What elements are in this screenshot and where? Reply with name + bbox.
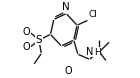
Text: N: N — [86, 47, 93, 57]
Text: S: S — [36, 35, 42, 45]
Text: N: N — [62, 2, 70, 12]
Text: Cl: Cl — [89, 10, 98, 19]
Text: O: O — [23, 27, 30, 37]
Text: H: H — [94, 48, 101, 57]
Text: O: O — [23, 42, 30, 52]
Text: O: O — [65, 66, 73, 76]
